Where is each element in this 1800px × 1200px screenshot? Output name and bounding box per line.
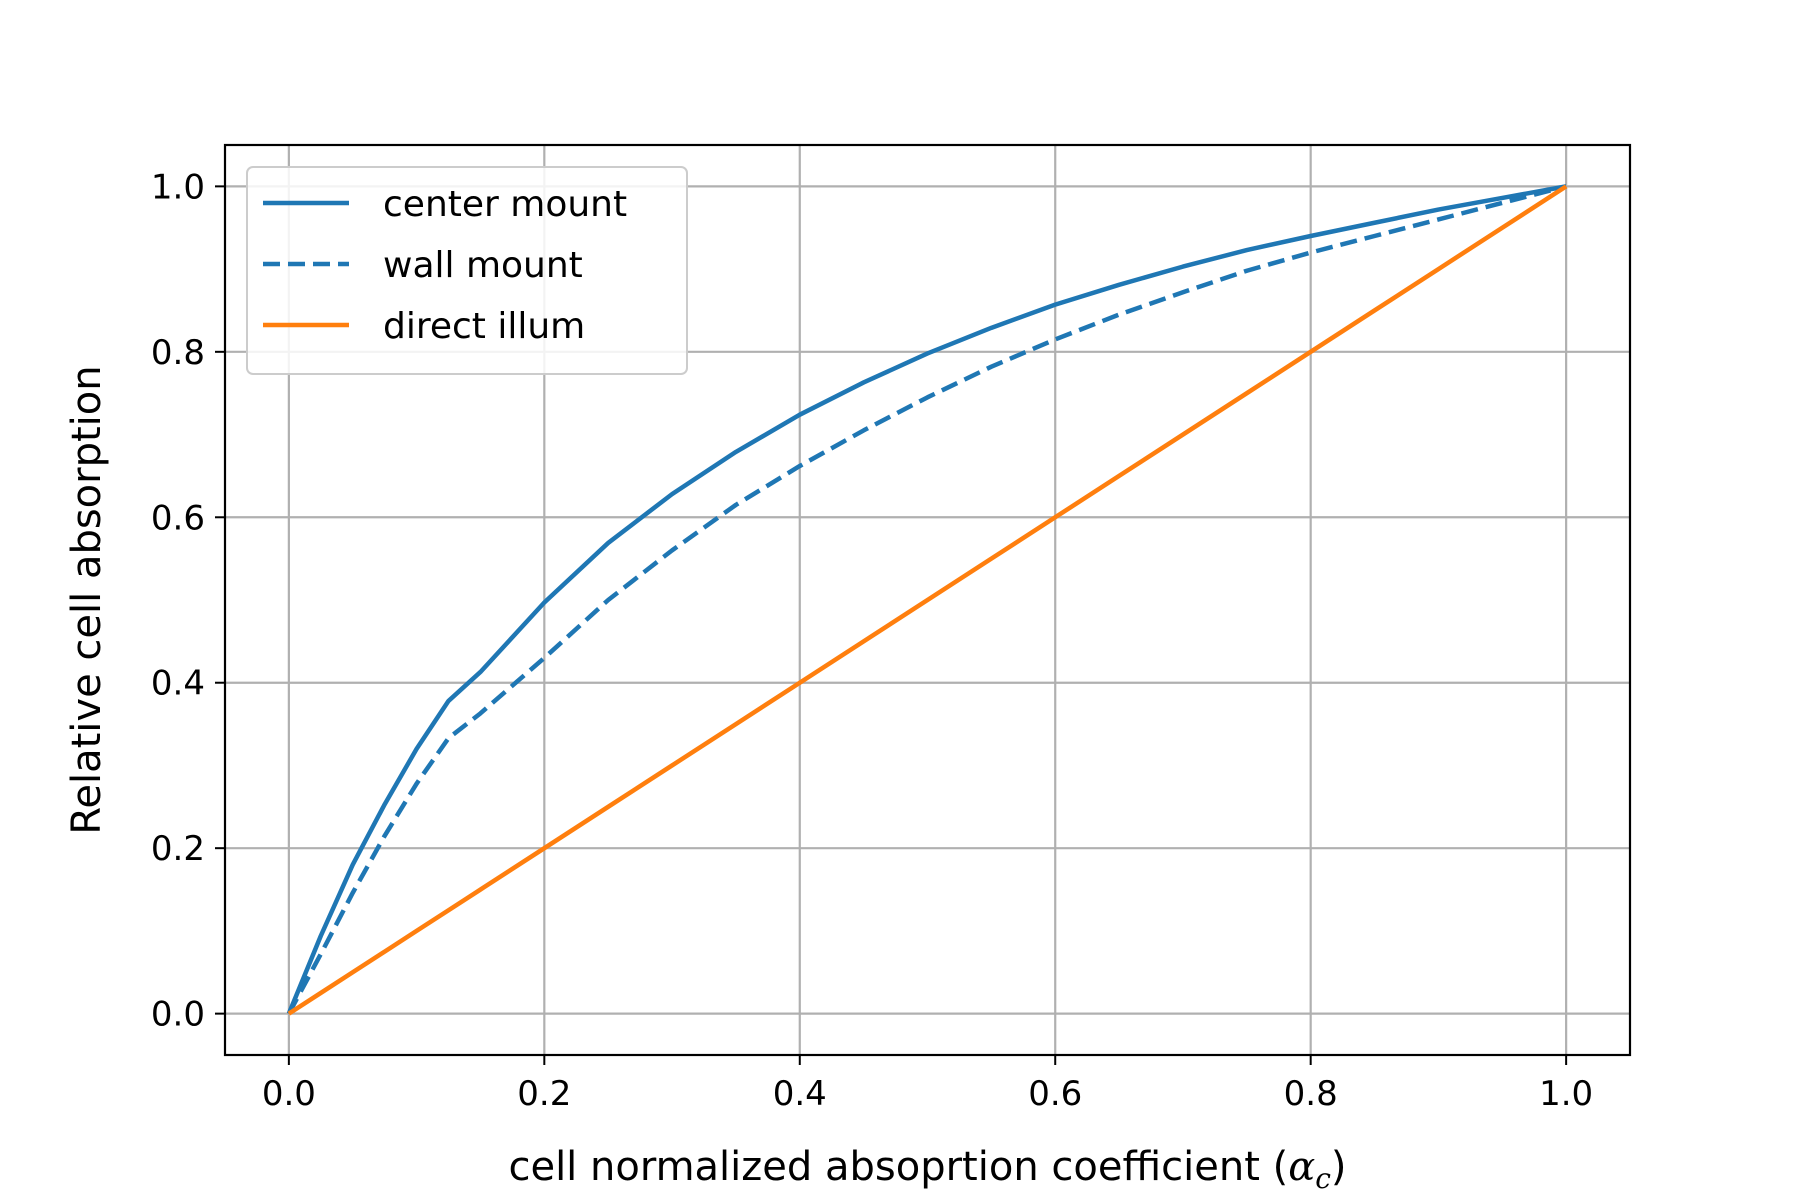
x-axis-label-symbol: α (1288, 1144, 1315, 1190)
x-tick-label: 0.6 (1028, 1074, 1082, 1114)
legend-label-direct-illum: direct illum (383, 306, 585, 347)
series-line-direct-illum (287, 184, 1568, 1016)
series-line-center-mount (286, 184, 1567, 1015)
y-tick-label: 0.4 (151, 664, 205, 704)
y-axis-label: Relative cell absorption (64, 365, 110, 834)
legend-box (246, 166, 688, 375)
x-tick-label: 0.8 (1284, 1074, 1338, 1114)
x-axis-label-subscript: c (1315, 1162, 1331, 1195)
series-line-wall-mount (286, 184, 1567, 1015)
ticks: 0.0 0.2 0.4 0.6 0.8 1.0 0.0 0.2 0.4 0.6 0.8 1.0 (151, 167, 1593, 1114)
legend-label-wall-mount: wall mount (383, 245, 583, 286)
y-tick-label: 0.6 (151, 498, 205, 538)
x-tick-label: 0.2 (517, 1074, 571, 1114)
x-axis-label-close: ) (1331, 1144, 1347, 1190)
y-tick-label: 1.0 (151, 167, 205, 207)
legend-label-center-mount: center mount (383, 184, 627, 225)
y-tick-label: 0.2 (151, 829, 205, 869)
x-tick-label: 1.0 (1539, 1074, 1593, 1114)
plot-frame (223, 143, 1632, 1057)
y-tick-label: 0.0 (151, 995, 205, 1035)
x-tick-label: 0.0 (262, 1074, 316, 1114)
y-tick-label: 0.8 (151, 333, 205, 373)
x-axis-label: cell normalized absoprtion coefficient (… (508, 1144, 1346, 1195)
x-axis-label-text: cell normalized absoprtion coefficient ( (508, 1144, 1288, 1190)
legend: center mount wall mount direct illum (246, 166, 688, 375)
x-tick-label: 0.4 (773, 1074, 827, 1114)
series-layer (286, 184, 1568, 1016)
